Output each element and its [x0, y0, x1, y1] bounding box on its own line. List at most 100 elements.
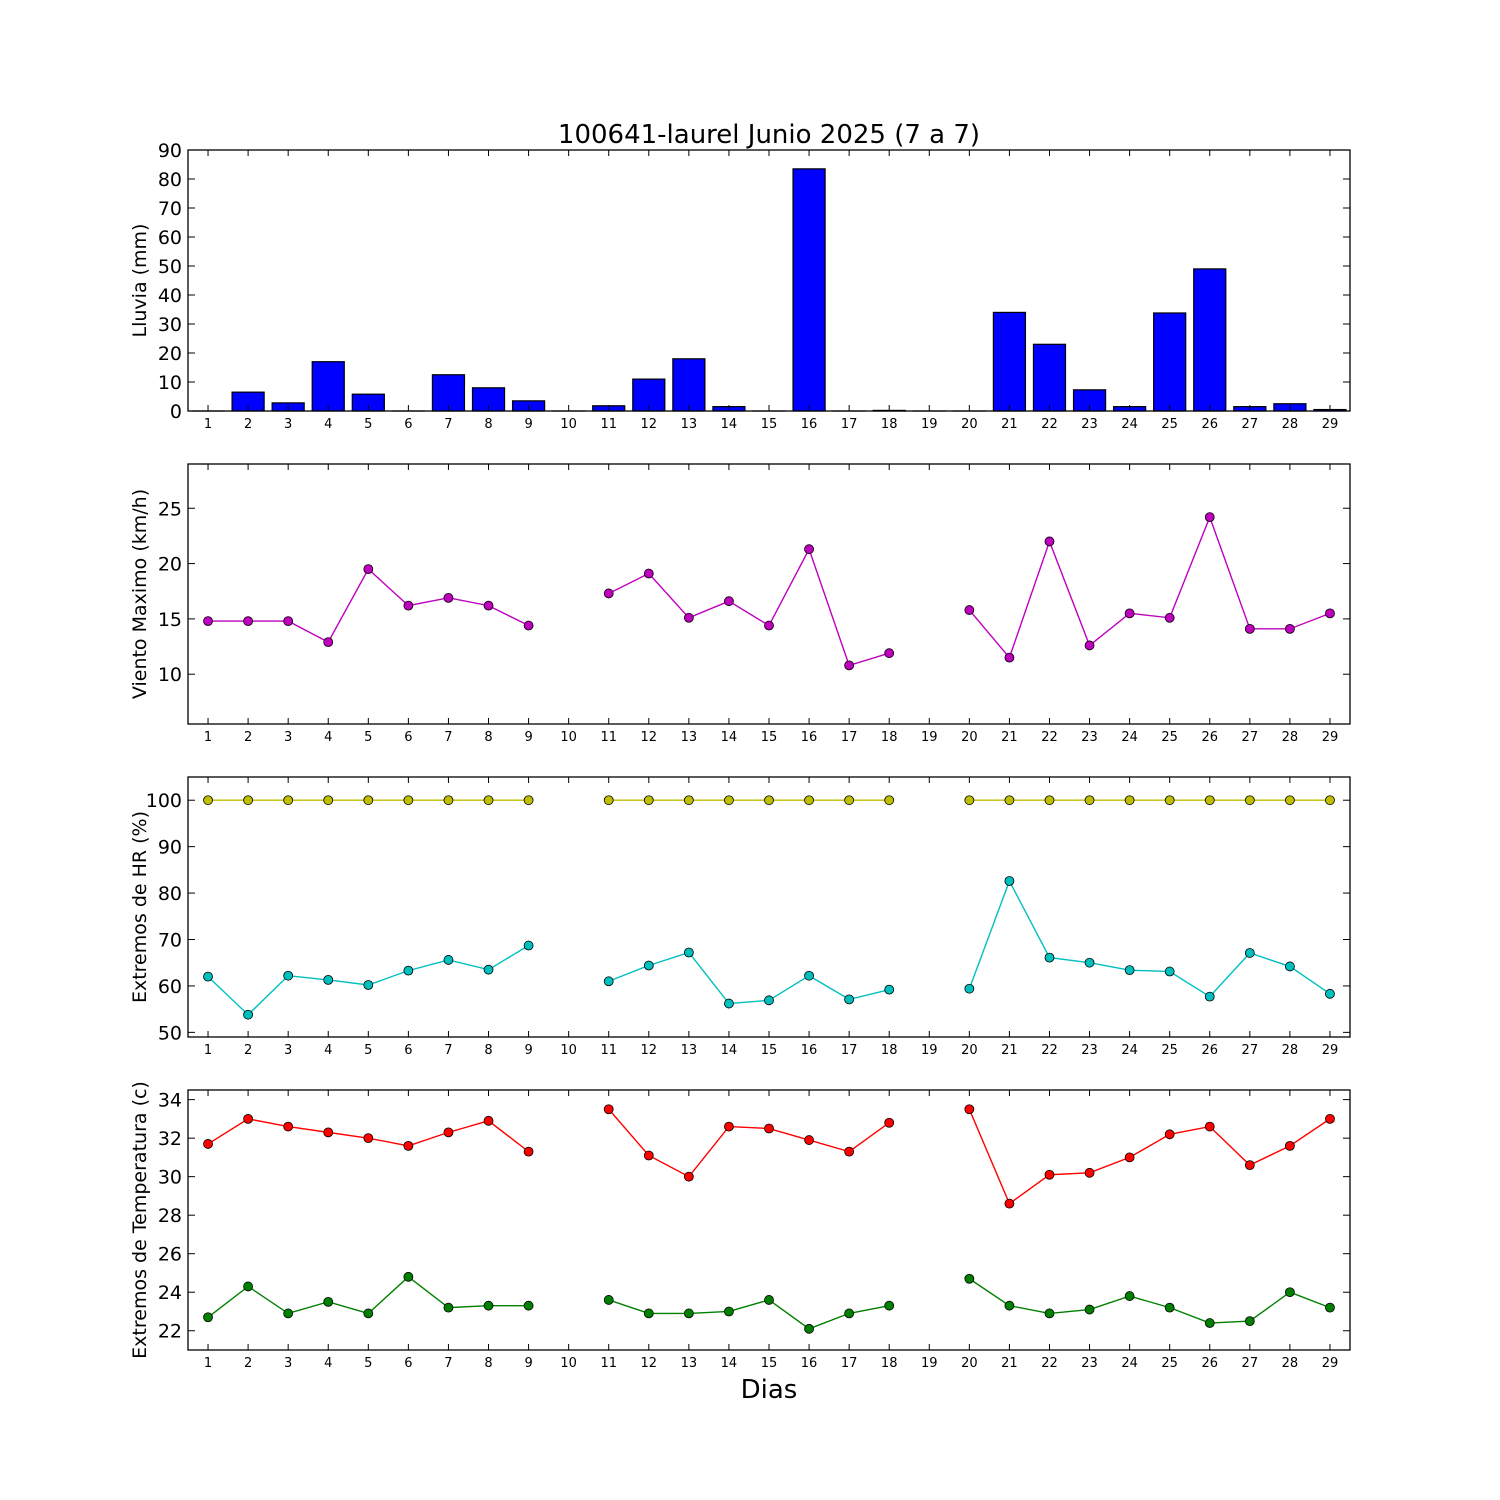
wind-series-line [608, 547, 890, 667]
x-tick-label: 16 [801, 730, 818, 745]
y-tick-label: 70 [158, 930, 182, 952]
rain-bar [1153, 312, 1187, 412]
temperature-data-point [724, 1121, 734, 1132]
temperature-data-point [243, 1281, 254, 1292]
temperature-series-line [968, 1108, 1331, 1205]
x-tick-label: 10 [560, 1356, 577, 1371]
temperature-data-point [964, 1104, 975, 1115]
x-tick-label: 12 [641, 417, 658, 432]
y-tick-label: 0 [170, 401, 182, 423]
humidity-data-point [804, 970, 814, 981]
wind-data-point [804, 544, 814, 555]
temperature-data-point [1164, 1129, 1175, 1140]
humidity-data-point [884, 984, 895, 995]
temperature-data-point [443, 1302, 454, 1313]
x-tick-label: 5 [364, 1356, 372, 1371]
x-tick-label: 4 [324, 417, 332, 432]
humidity-data-point [1284, 795, 1295, 806]
x-tick-label: 14 [721, 1043, 738, 1058]
rain-y-axis-label: Lluvia (mm) [129, 224, 151, 338]
x-tick-label: 14 [721, 730, 738, 745]
x-tick-label: 7 [444, 1043, 452, 1058]
humidity-data-point [764, 995, 774, 1006]
x-tick-label: 18 [881, 730, 898, 745]
wind-data-point [603, 588, 614, 599]
x-tick-label: 26 [1201, 1356, 1218, 1371]
temperature-data-point [523, 1146, 534, 1157]
x-tick-label: 6 [404, 730, 412, 745]
x-tick-label: 6 [404, 1043, 412, 1058]
humidity-data-point [844, 795, 855, 806]
temperature-data-point [283, 1121, 294, 1132]
y-tick-label: 26 [158, 1244, 182, 1266]
temperature-data-point [844, 1146, 855, 1157]
x-tick-label: 22 [1041, 417, 1058, 432]
temperature-data-point [683, 1171, 694, 1182]
wind-data-point [323, 637, 334, 648]
x-tick-label: 13 [681, 1356, 698, 1371]
x-tick-label: 5 [364, 730, 372, 745]
temperature-series-line [608, 1108, 890, 1178]
temperature-data-point [1044, 1169, 1055, 1180]
humidity-data-point [1204, 795, 1215, 806]
wind-data-point [1284, 623, 1295, 634]
x-tick-label: 9 [524, 1356, 532, 1371]
humidity-data-point [203, 795, 213, 806]
x-tick-label: 8 [484, 417, 492, 432]
x-tick-label: 19 [921, 1356, 938, 1371]
humidity-data-point [683, 947, 694, 958]
y-tick-label: 20 [158, 554, 182, 576]
humidity-data-point [403, 795, 414, 806]
x-tick-label: 23 [1081, 1356, 1098, 1371]
humidity-data-point [603, 976, 614, 987]
temperature-data-point [1204, 1121, 1215, 1132]
wind-data-point [403, 600, 414, 611]
temperature-data-point [764, 1123, 774, 1134]
x-tick-label: 12 [641, 730, 658, 745]
temperature-data-point [323, 1127, 334, 1138]
x-tick-label: 29 [1322, 730, 1339, 745]
humidity-data-point [1325, 795, 1335, 806]
y-tick-label: 50 [158, 1022, 182, 1044]
x-tick-label: 20 [961, 417, 978, 432]
x-tick-label: 6 [404, 417, 412, 432]
x-tick-label: 19 [921, 417, 938, 432]
temperature-data-point [964, 1273, 975, 1284]
x-tick-label: 15 [761, 1356, 778, 1371]
humidity-data-point [1204, 991, 1215, 1002]
humidity-data-point [1244, 948, 1255, 958]
x-tick-label: 2 [244, 1043, 252, 1058]
temperature-data-point [203, 1139, 213, 1149]
wind-axes-frame [187, 463, 1351, 725]
x-tick-label: 3 [284, 730, 292, 745]
wind-data-point [283, 616, 294, 627]
temperature-data-point [1044, 1308, 1055, 1319]
humidity-data-point [1164, 966, 1175, 977]
humidity-data-point [483, 964, 494, 975]
humidity-data-point [363, 980, 374, 990]
x-tick-label: 11 [600, 730, 617, 745]
humidity-data-point [884, 795, 895, 806]
wind-data-point [203, 616, 213, 627]
temperature-data-point [523, 1300, 534, 1311]
temperature-data-point [483, 1115, 494, 1126]
x-tick-label: 6 [404, 1356, 412, 1371]
y-tick-label: 60 [158, 976, 182, 998]
humidity-data-point [1244, 795, 1255, 806]
x-tick-label: 1 [204, 417, 212, 432]
x-tick-label: 12 [641, 1043, 658, 1058]
x-tick-label: 14 [721, 417, 738, 432]
wind-data-point [523, 620, 534, 631]
wind-data-point [683, 612, 694, 623]
x-tick-label: 17 [841, 730, 858, 745]
x-tick-label: 1 [204, 1356, 212, 1371]
temperature-data-point [403, 1271, 414, 1282]
x-tick-label: 26 [1201, 730, 1218, 745]
temperature-data-point [1124, 1152, 1135, 1163]
x-tick-label: 13 [681, 1043, 698, 1058]
x-tick-label: 17 [841, 417, 858, 432]
temperature-data-point [1204, 1318, 1215, 1328]
x-tick-label: 21 [1001, 730, 1018, 745]
